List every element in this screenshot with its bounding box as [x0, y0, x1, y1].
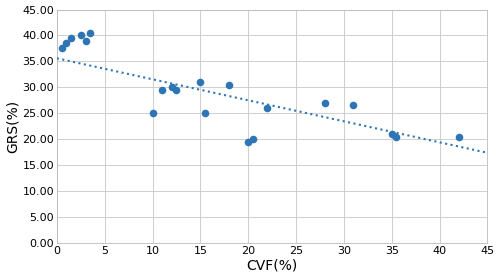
Point: [77, 33, 85, 38]
Point: [168, 85, 175, 90]
Point: [264, 106, 272, 110]
Point: [454, 134, 462, 139]
Point: [388, 132, 396, 136]
Point: [158, 88, 166, 92]
Point: [196, 80, 204, 84]
Point: [82, 38, 90, 43]
Point: [172, 88, 180, 92]
Point: [62, 41, 70, 46]
Point: [244, 140, 252, 144]
Point: [67, 36, 75, 40]
Point: [201, 111, 209, 115]
Point: [249, 137, 257, 142]
Point: [148, 111, 156, 115]
Y-axis label: GRS(%): GRS(%): [6, 100, 20, 153]
Point: [58, 46, 66, 51]
Point: [86, 31, 94, 35]
Point: [320, 101, 328, 105]
Point: [225, 83, 233, 87]
Point: [350, 103, 358, 108]
X-axis label: CVF(%): CVF(%): [246, 259, 298, 272]
Point: [392, 134, 400, 139]
